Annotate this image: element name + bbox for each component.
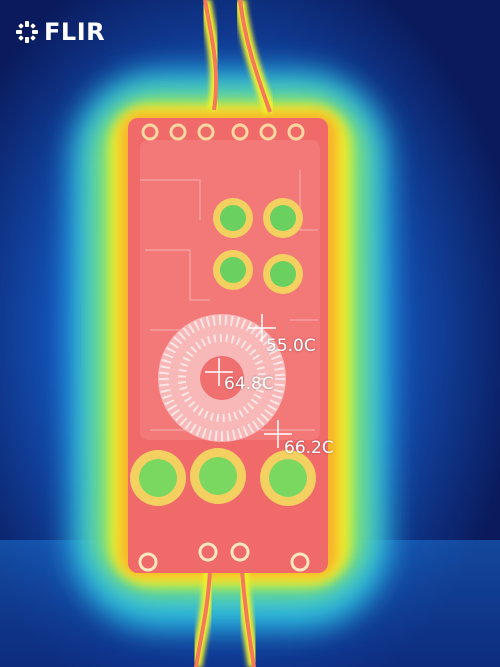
spot-marker-1 — [248, 314, 276, 342]
flir-logo: FLIR — [16, 18, 105, 46]
flir-logo-text: FLIR — [44, 18, 106, 46]
bottom-connector-pads — [138, 542, 310, 572]
board-traces — [140, 170, 318, 431]
lower-capacitors — [130, 448, 316, 506]
flir-flame-icon — [16, 21, 38, 43]
spot-marker-2 — [205, 358, 233, 386]
toroidal-inductor — [158, 314, 286, 442]
temperature-label-2: 64.8C — [224, 374, 274, 394]
temperature-label-1: 55.0C — [266, 336, 316, 356]
upper-capacitors — [213, 198, 303, 294]
cables-bottom — [190, 569, 260, 667]
spot-marker-3 — [264, 420, 292, 448]
temperature-label-3: 66.2C — [284, 438, 334, 458]
cables-top — [199, 0, 276, 115]
top-connector-pads — [141, 123, 305, 141]
